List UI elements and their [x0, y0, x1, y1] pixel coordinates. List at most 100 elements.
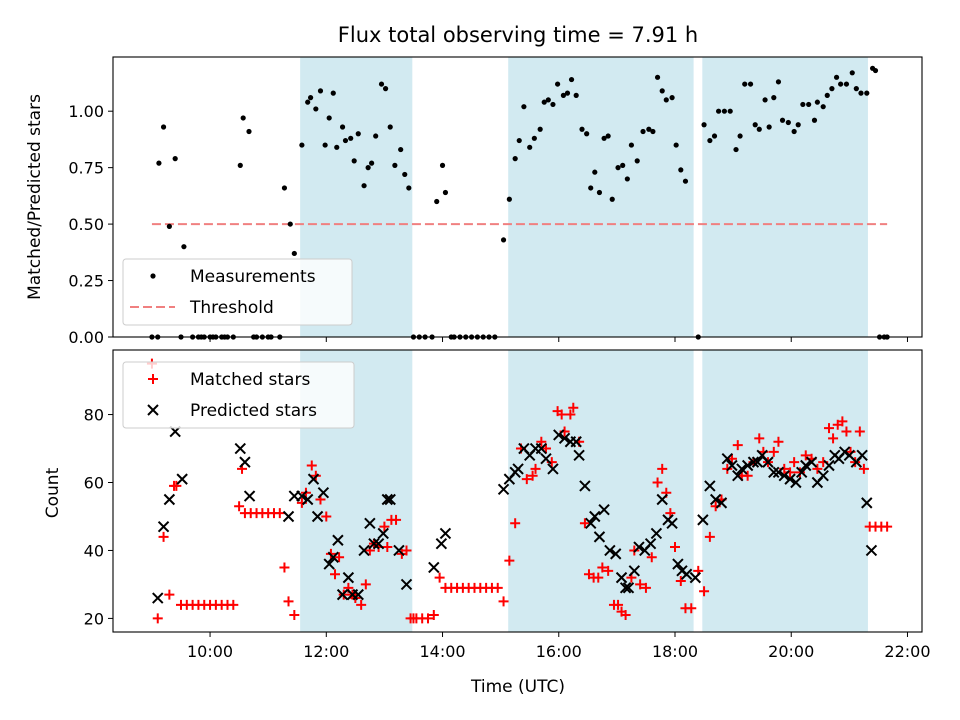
measurement-point	[646, 126, 652, 132]
matched-star-point	[593, 572, 604, 583]
predicted-star-point	[428, 561, 440, 574]
predicted-star-point	[311, 510, 324, 523]
predicted-star-point	[239, 456, 251, 468]
matched-star-point	[556, 409, 567, 420]
matched-star-point	[828, 433, 839, 444]
measurement-point	[573, 92, 579, 98]
matched-star-point	[675, 576, 686, 587]
matched-star-point	[510, 518, 521, 529]
panel-bottom: 20 40 60 80 10:00 12:00 14:00 16:00 18:00 20:00 22…	[84, 349, 931, 661]
measurement-point	[387, 124, 393, 130]
matched-star-point	[597, 562, 608, 573]
predicted-star-point	[709, 493, 722, 506]
matched-star-point	[732, 440, 743, 451]
predicted-star-point	[176, 473, 188, 485]
measurement-point	[568, 76, 575, 83]
predicted-star-point	[393, 544, 405, 557]
matched-star-point	[565, 409, 576, 420]
legend-predicted-marker	[147, 404, 159, 416]
measurement-point	[628, 142, 635, 148]
measurement-point	[506, 196, 512, 202]
predicted-star-point	[317, 486, 330, 499]
matched-star-point	[794, 467, 805, 478]
x-tick-label: 10:00	[187, 642, 233, 661]
measurement-point	[654, 74, 661, 80]
predicted-star-point	[747, 456, 760, 468]
matched-star-point	[228, 599, 239, 610]
matched-star-point	[854, 426, 865, 437]
measurement-point	[596, 189, 603, 196]
measurement-point	[308, 95, 314, 101]
measurement-point	[838, 81, 844, 87]
measurement-point	[160, 124, 167, 130]
predicted-star-point	[553, 429, 565, 441]
measurement-point	[287, 221, 293, 227]
predicted-star-point	[751, 456, 764, 468]
predicted-star-point	[301, 493, 314, 506]
predicted-star-point	[364, 517, 376, 529]
measurement-point	[785, 119, 791, 126]
matched-star-point	[330, 569, 341, 580]
matched-star-point	[754, 433, 765, 444]
predicted-star-point	[157, 520, 170, 533]
measurement-point	[737, 133, 743, 139]
predicted-star-point	[497, 483, 510, 496]
matched-star-point	[234, 501, 245, 512]
matched-star-point	[283, 596, 294, 607]
predicted-star-point	[547, 463, 559, 475]
measurement-point	[339, 124, 346, 130]
measurement-point	[531, 135, 537, 141]
matched-star-point	[882, 521, 893, 532]
predicted-star-point	[384, 493, 396, 506]
predicted-star-point	[628, 565, 641, 577]
predicted-star-point	[352, 588, 364, 601]
matched-star-point	[274, 508, 285, 519]
predicted-star-point	[680, 568, 693, 580]
measurement-point	[392, 162, 398, 168]
measurement-point	[156, 160, 162, 166]
measurement-point	[843, 81, 850, 87]
measurement-point	[313, 106, 319, 112]
predicted-star-point	[585, 517, 597, 529]
predicted-star-point	[656, 493, 668, 506]
measurement-point	[545, 97, 551, 103]
matched-star-point	[504, 555, 515, 566]
matched-star-point	[669, 542, 680, 553]
measurement-point	[355, 131, 361, 137]
predicted-star-point	[865, 544, 878, 557]
matched-star-point	[401, 545, 412, 556]
measurement-point	[707, 137, 713, 144]
predicted-star-point	[633, 541, 645, 553]
measurement-point	[382, 86, 389, 92]
predicted-star-point	[342, 571, 355, 584]
measurement-point	[634, 158, 640, 164]
measurement-point	[291, 250, 297, 257]
x-tick-label: 12:00	[303, 642, 349, 661]
measurement-point	[682, 178, 689, 184]
measurement-point	[402, 171, 408, 178]
matched-star-point	[704, 531, 715, 542]
matched-star-point	[379, 521, 390, 532]
predicted-star-point	[741, 459, 754, 472]
predicted-star-point	[435, 537, 448, 550]
predicted-star-point	[323, 558, 335, 570]
measurement-point	[609, 196, 615, 202]
legend-label: Threshold	[189, 298, 274, 318]
predicted-star-point	[579, 480, 591, 492]
matched-star-point	[527, 470, 538, 481]
shaded-interval	[508, 350, 694, 632]
matched-star-point	[428, 610, 439, 621]
matched-star-point	[652, 477, 663, 488]
measurement-point	[351, 158, 357, 164]
predicted-star-point	[573, 449, 585, 462]
matched-star-point	[158, 531, 169, 542]
matched-star-point	[422, 613, 433, 624]
measurement-point	[663, 97, 669, 103]
predicted-star-point	[823, 459, 835, 472]
matched-star-point	[773, 436, 784, 447]
measurement-point	[659, 88, 665, 94]
y-tick-label: 0.25	[68, 272, 104, 291]
predicted-star-point	[377, 527, 389, 540]
predicted-star-point	[768, 466, 780, 479]
x-tick-label: 18:00	[652, 642, 698, 661]
